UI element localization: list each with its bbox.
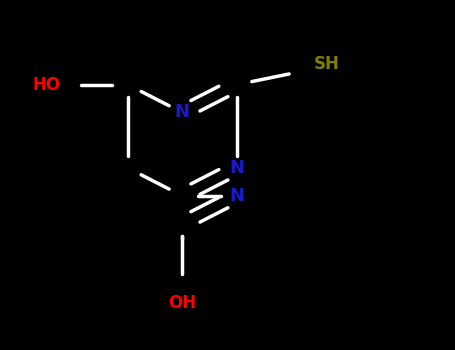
Text: HO: HO bbox=[33, 76, 61, 94]
Text: SH: SH bbox=[314, 55, 340, 73]
Text: OH: OH bbox=[168, 294, 197, 313]
Text: N: N bbox=[229, 159, 244, 177]
Text: N: N bbox=[175, 104, 190, 121]
Text: N: N bbox=[229, 187, 244, 205]
